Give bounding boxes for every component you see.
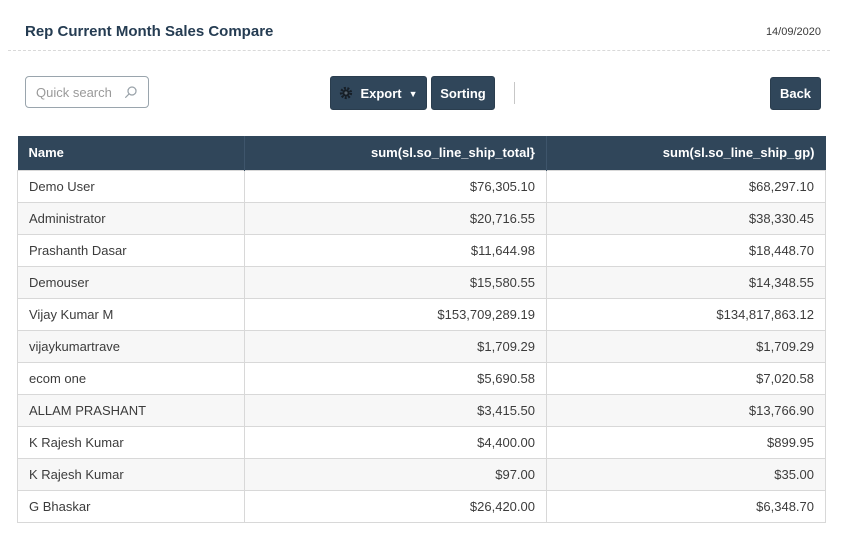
amount-cell: $20,716.55: [244, 201, 547, 235]
amount-cell: $26,420.00: [244, 489, 547, 523]
rep-name-cell: K Rajesh Kumar: [17, 425, 245, 459]
amount-cell: $6,348.70: [546, 489, 826, 523]
table-row[interactable]: Demo User $76,305.10 $68,297.10: [17, 169, 826, 203]
amount-cell: $97.00: [244, 457, 547, 491]
amount-cell: $18,448.70: [546, 233, 826, 267]
table-row[interactable]: G Bhaskar $26,420.00 $6,348.70: [17, 489, 826, 523]
back-button-label: Back: [779, 86, 812, 101]
amount-cell: $11,644.98: [244, 233, 547, 267]
amount-cell: $153,709,289.19: [244, 297, 547, 331]
amount-cell: $35.00: [546, 457, 826, 491]
search-input[interactable]: [26, 84, 118, 100]
rep-name-cell: vijaykumartrave: [17, 329, 245, 363]
table-row[interactable]: vijaykumartrave $1,709.29 $1,709.29: [17, 329, 826, 363]
table-row[interactable]: ALLAM PRASHANT $3,415.50 $13,766.90: [17, 393, 826, 427]
table-row[interactable]: Vijay Kumar M $153,709,289.19 $134,817,863…: [17, 297, 826, 331]
chevron-down-icon: ▼: [408, 88, 418, 99]
rep-name-cell: K Rajesh Kumar: [17, 457, 245, 491]
table-body: Demo User $76,305.10 $68,297.10 Administrat…: [17, 169, 826, 523]
amount-cell: $5,690.58: [244, 361, 547, 395]
column-header-ship-gp[interactable]: sum(sl.so_line_ship_gp): [546, 136, 826, 170]
page-title: Rep Current Month Sales Compare: [25, 23, 274, 40]
export-button[interactable]: Export ▼: [330, 76, 427, 110]
rep-name-cell: Vijay Kumar M: [17, 297, 245, 331]
rep-name-cell: ALLAM PRASHANT: [17, 393, 245, 427]
table-row[interactable]: K Rajesh Kumar $4,400.00 $899.95: [17, 425, 826, 459]
rep-name-cell: ecom one: [17, 361, 245, 395]
amount-cell: $899.95: [546, 425, 826, 459]
rep-name-cell: Demo User: [17, 169, 245, 203]
rep-name-cell: G Bhaskar: [17, 489, 245, 523]
table-row[interactable]: Demouser $15,580.55 $14,348.55: [17, 265, 826, 299]
amount-cell: $1,709.29: [546, 329, 826, 363]
back-button[interactable]: Back: [770, 77, 821, 110]
export-button-label: Export: [360, 85, 402, 101]
header-divider: [8, 50, 830, 51]
amount-cell: $13,766.90: [546, 393, 826, 427]
amount-cell: $15,580.55: [244, 265, 547, 299]
amount-cell: $1,709.29: [244, 329, 547, 363]
table-row[interactable]: Prashanth Dasar $11,644.98 $18,448.70: [17, 233, 826, 267]
report-date: 14/09/2020: [765, 26, 821, 38]
amount-cell: $76,305.10: [244, 169, 547, 203]
sales-compare-table: Name sum(sl.so_line_ship_total} sum(sl.so_…: [17, 136, 826, 523]
gear-icon: [339, 86, 353, 100]
sorting-button-label: Sorting: [440, 85, 486, 101]
column-header-ship-total[interactable]: sum(sl.so_line_ship_total}: [244, 136, 547, 170]
rep-name-cell: Prashanth Dasar: [17, 233, 245, 267]
sorting-button[interactable]: Sorting: [431, 76, 495, 110]
amount-cell: $4,400.00: [244, 425, 547, 459]
quick-search-box: [25, 76, 149, 108]
amount-cell: $14,348.55: [546, 265, 826, 299]
table-row[interactable]: Administrator $20,716.55 $38,330.45: [17, 201, 826, 235]
amount-cell: $3,415.50: [244, 393, 547, 427]
amount-cell: $7,020.58: [546, 361, 826, 395]
toolbar-divider: [514, 82, 515, 104]
rep-name-cell: Demouser: [17, 265, 245, 299]
column-header-name[interactable]: Name: [17, 136, 245, 170]
table-header-row: Name sum(sl.so_line_ship_total} sum(sl.so_…: [17, 136, 826, 170]
amount-cell: $68,297.10: [546, 169, 826, 203]
amount-cell: $38,330.45: [546, 201, 826, 235]
amount-cell: $134,817,863.12: [546, 297, 826, 331]
table-row[interactable]: ecom one $5,690.58 $7,020.58: [17, 361, 826, 395]
search-icon: [118, 85, 142, 100]
rep-name-cell: Administrator: [17, 201, 245, 235]
table-row[interactable]: K Rajesh Kumar $97.00 $35.00: [17, 457, 826, 491]
